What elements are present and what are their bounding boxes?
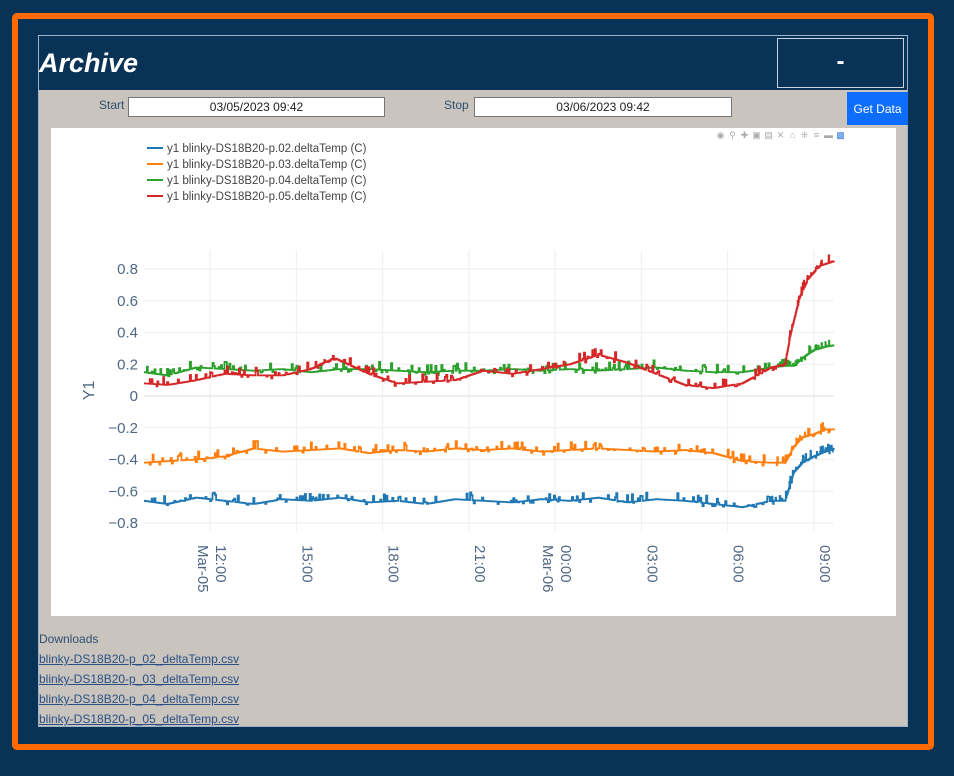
- downloads-heading: Downloads: [39, 632, 99, 646]
- legend-label: y1 blinky-DS18B20-p.04.deltaTemp (C): [167, 175, 367, 187]
- x-tick-label: Mar-05: [194, 545, 211, 593]
- download-link-p04[interactable]: blinky-DS18B20-p_04_deltaTemp.csv: [39, 692, 240, 706]
- plot-modebar: ◉ ⚲ ✚ ▣ ▤ ✕ ⌂ ⁜ ≡ ▬ ▩: [716, 130, 845, 142]
- archive-panel: Archive - Start Stop Get Data ◉ ⚲ ✚ ▣ ▤ …: [38, 35, 908, 727]
- x-tick-label: 12:00: [212, 545, 229, 583]
- y-tick-label: −0.2: [108, 420, 138, 437]
- x-tick-label: 18:00: [385, 545, 402, 583]
- download-link-p02[interactable]: blinky-DS18B20-p_02_deltaTemp.csv: [39, 652, 240, 666]
- download-link-p03[interactable]: blinky-DS18B20-p_03_deltaTemp.csv: [39, 672, 240, 686]
- camera-icon[interactable]: ◉: [716, 130, 725, 140]
- y-tick-label: 0.8: [117, 261, 138, 278]
- y-tick-label: −0.6: [108, 483, 138, 500]
- get-data-button[interactable]: Get Data: [847, 92, 908, 125]
- x-tick-label: 21:00: [471, 545, 488, 583]
- x-tick-label: Mar-06: [539, 545, 556, 593]
- plotly-logo-icon[interactable]: ▩: [836, 130, 845, 140]
- line-chart: 0.80.60.40.20−0.2−0.4−0.6−0.8Y112:00Mar-…: [81, 143, 835, 593]
- chart-container[interactable]: ◉ ⚲ ✚ ▣ ▤ ✕ ⌂ ⁜ ≡ ▬ ▩ 0.8 0.6 0.4 0.2 0 −0.2 −…: [51, 128, 896, 616]
- page-title: Archive: [39, 48, 139, 78]
- series-line-1: [144, 443, 835, 509]
- x-tick-label: 06:00: [730, 545, 747, 583]
- series-line-4: [144, 254, 835, 390]
- autoscale-icon[interactable]: ✕: [776, 130, 785, 140]
- closest-icon[interactable]: ▬: [824, 130, 833, 140]
- x-tick-label: 00:00: [557, 545, 574, 583]
- compare-icon[interactable]: ≡: [813, 130, 820, 140]
- zoom-out-icon[interactable]: ▤: [764, 130, 773, 140]
- y-tick-label: 0.4: [117, 325, 138, 342]
- legend-label: y1 blinky-DS18B20-p.02.deltaTemp (C): [167, 143, 367, 155]
- header-bar: Archive -: [39, 36, 907, 90]
- y-tick-label: 0: [130, 388, 138, 405]
- stop-date-input[interactable]: [474, 97, 732, 117]
- legend-label: y1 blinky-DS18B20-p.05.deltaTemp (C): [167, 191, 367, 203]
- start-label: Start: [99, 98, 125, 112]
- status-box: -: [777, 38, 904, 88]
- legend-label: y1 blinky-DS18B20-p.03.deltaTemp (C): [167, 159, 367, 171]
- y-tick-label: −0.8: [108, 515, 138, 532]
- x-tick-label: 03:00: [643, 545, 660, 583]
- zoom-icon[interactable]: ⚲: [729, 130, 736, 140]
- zoom-in-icon[interactable]: ▣: [752, 130, 761, 140]
- stop-label: Stop: [444, 98, 469, 112]
- y-tick-label: −0.4: [108, 452, 138, 469]
- start-date-input[interactable]: [128, 97, 385, 117]
- spike-icon[interactable]: ⁜: [800, 130, 809, 140]
- x-tick-label: 15:00: [298, 545, 315, 583]
- pan-icon[interactable]: ✚: [740, 130, 749, 140]
- x-tick-label: 09:00: [816, 545, 833, 583]
- home-icon[interactable]: ⌂: [789, 130, 796, 140]
- y-axis-title: Y1: [81, 381, 98, 401]
- y-tick-label: 0.6: [117, 293, 138, 310]
- y-tick-label: 0.2: [117, 356, 138, 373]
- series-line-3: [144, 339, 835, 378]
- app-frame: Archive - Start Stop Get Data ◉ ⚲ ✚ ▣ ▤ …: [12, 13, 934, 750]
- download-link-p05[interactable]: blinky-DS18B20-p_05_deltaTemp.csv: [39, 712, 240, 726]
- series-line-2: [144, 422, 835, 467]
